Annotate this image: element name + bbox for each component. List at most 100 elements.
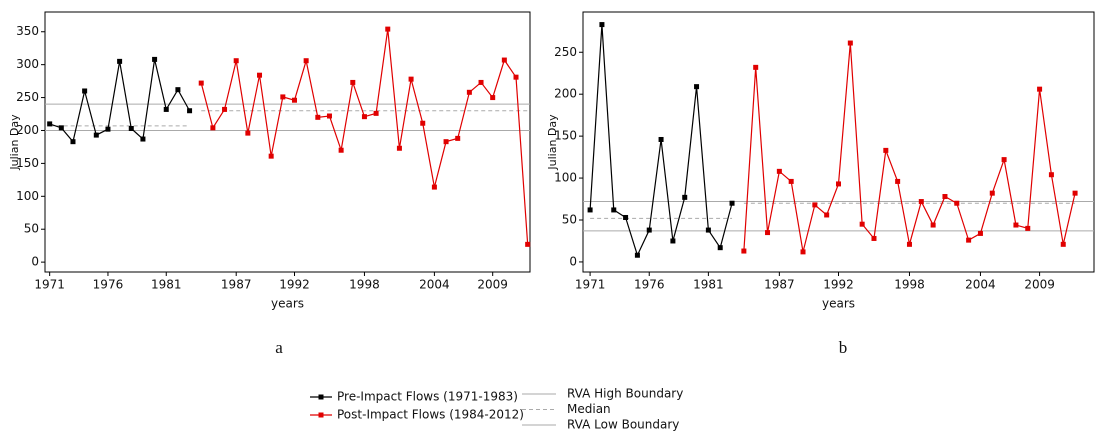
data-point <box>836 181 841 187</box>
y-tick-label: 250 <box>16 90 39 104</box>
data-point <box>694 84 700 90</box>
data-point <box>245 130 251 136</box>
data-point <box>966 237 972 243</box>
data-point <box>105 126 111 132</box>
data-point <box>187 108 193 114</box>
legend-label: RVA High Boundary <box>567 387 683 401</box>
data-point <box>163 106 169 112</box>
data-point <box>222 106 228 112</box>
data-point <box>198 80 204 86</box>
data-point <box>812 202 818 208</box>
data-point <box>326 113 332 119</box>
legend-label: Post-Impact Flows (1984-2012) <box>337 408 524 422</box>
data-point <box>268 153 274 159</box>
data-point <box>1048 172 1054 178</box>
data-point <box>587 207 593 213</box>
data-point <box>753 64 759 70</box>
y-tick-label: 0 <box>31 255 39 269</box>
x-tick-label: 1981 <box>151 278 182 292</box>
data-point <box>396 145 402 151</box>
data-point <box>257 72 263 78</box>
x-axis-label: years <box>822 297 855 311</box>
x-tick-label: 1976 <box>93 278 124 292</box>
data-point <box>1072 190 1078 196</box>
series-line <box>743 42 1076 253</box>
data-point <box>93 132 99 138</box>
data-point <box>443 139 449 145</box>
y-tick-label: 150 <box>16 156 39 170</box>
data-point <box>682 194 688 200</box>
data-point <box>140 136 146 142</box>
data-point <box>478 79 484 85</box>
x-tick-label: 1987 <box>764 278 795 292</box>
plot-frame <box>44 11 531 273</box>
data-point <box>599 22 605 28</box>
data-point <box>152 56 158 62</box>
data-point <box>1001 157 1007 163</box>
data-point <box>895 178 901 184</box>
data-point <box>800 249 806 255</box>
y-tick-label: 350 <box>16 24 39 38</box>
caption: a <box>275 338 283 357</box>
data-point <box>233 58 239 64</box>
x-tick-label: 1981 <box>693 278 724 292</box>
data-point <box>954 200 960 206</box>
data-point <box>776 168 782 174</box>
plot-frame <box>582 11 1095 273</box>
legend-label: RVA Low Boundary <box>567 418 679 432</box>
x-tick-label: 1998 <box>894 278 925 292</box>
data-point <box>930 222 936 228</box>
data-point <box>490 95 496 101</box>
y-tick-label: 200 <box>554 87 577 101</box>
data-point <box>47 121 53 127</box>
legend-label: Median <box>567 402 611 416</box>
data-point <box>117 58 123 64</box>
data-point <box>989 190 995 196</box>
series-line <box>200 29 529 245</box>
data-point <box>420 120 426 126</box>
y-axis-label: Julian Day <box>546 114 559 171</box>
series-line <box>49 59 191 143</box>
data-point <box>280 94 286 100</box>
x-tick-label: 1987 <box>221 278 252 292</box>
data-point <box>303 58 309 64</box>
data-point <box>291 97 297 103</box>
data-point <box>408 76 414 82</box>
data-point <box>906 241 912 247</box>
x-tick-label: 1971 <box>575 278 606 292</box>
data-point <box>705 227 711 233</box>
data-point <box>1013 222 1019 228</box>
x-tick-label: 1992 <box>823 278 854 292</box>
x-tick-label: 2009 <box>1024 278 1055 292</box>
data-point <box>513 74 519 80</box>
data-point <box>361 114 367 120</box>
data-point <box>765 230 771 236</box>
x-tick-label: 1998 <box>349 278 380 292</box>
legend-marker <box>318 412 324 418</box>
y-tick-label: 50 <box>24 222 39 236</box>
caption: b <box>839 338 848 357</box>
data-point <box>871 235 877 241</box>
data-point <box>729 200 735 206</box>
data-point <box>646 227 652 233</box>
legend-marker <box>318 394 324 400</box>
data-point <box>634 252 640 258</box>
y-tick-label: 300 <box>16 57 39 71</box>
data-point <box>658 136 664 142</box>
data-point <box>824 212 830 218</box>
data-point <box>623 214 629 220</box>
legend-label: Pre-Impact Flows (1971-1983) <box>337 390 518 404</box>
data-point <box>611 207 617 213</box>
data-point <box>942 194 948 200</box>
y-tick-label: 50 <box>562 213 577 227</box>
data-point <box>977 230 983 236</box>
data-point <box>501 57 507 63</box>
x-tick-label: 1971 <box>34 278 65 292</box>
data-point <box>70 139 76 145</box>
data-point <box>1060 241 1066 247</box>
x-tick-label: 1976 <box>634 278 665 292</box>
data-point <box>385 26 391 32</box>
x-tick-label: 1992 <box>279 278 310 292</box>
x-tick-label: 2009 <box>477 278 508 292</box>
